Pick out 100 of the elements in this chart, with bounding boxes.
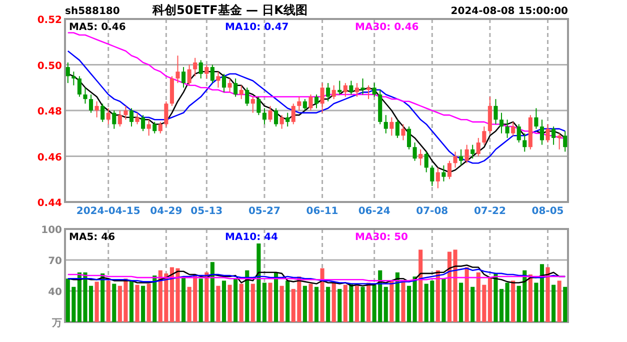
candlestick [164, 100, 168, 128]
candlestick [505, 119, 510, 138]
x-tick-label: 04-29 [150, 206, 182, 217]
candlestick [314, 94, 319, 109]
candlestick [401, 124, 406, 141]
candlestick [158, 121, 162, 134]
candlestick [210, 64, 214, 84]
candlestick [152, 121, 157, 134]
candlestick [198, 60, 203, 79]
candlestick [245, 87, 250, 106]
candlestick [372, 82, 376, 98]
candlestick [176, 55, 180, 84]
candlestick [106, 108, 110, 125]
line-series [67, 274, 566, 282]
candlestick [88, 94, 94, 114]
candlestick [418, 148, 423, 166]
candlestick [406, 126, 412, 150]
candlestick [66, 62, 70, 84]
y-tick-label: 100 [41, 225, 62, 236]
candlestick [216, 71, 220, 88]
candlestick [124, 105, 128, 120]
candlestick [228, 78, 232, 93]
text: 2024-08-08 15:00:00 [450, 6, 568, 17]
candlestick [94, 100, 99, 118]
text: MA30: 0.46 [355, 22, 419, 33]
candlestick [540, 119, 544, 146]
candlestick [118, 110, 122, 128]
candlestick [390, 116, 394, 136]
candlestick [534, 108, 538, 130]
text: MA5: 0.46 [69, 22, 126, 33]
candlestick [412, 142, 417, 162]
candlestick [436, 167, 440, 189]
y-tick-label: 40 [48, 287, 62, 298]
candlestick [459, 148, 464, 166]
candlestick [262, 108, 266, 125]
x-tick-label: 07-08 [416, 206, 448, 217]
text: sh588180 [65, 6, 120, 17]
candlestick [516, 124, 521, 144]
candlestick [453, 151, 458, 168]
y-tick-label: 70 [48, 256, 62, 267]
candlestick [193, 57, 198, 77]
candlestick [280, 114, 284, 130]
candlestick [332, 84, 336, 100]
y-tick-label: 0.50 [37, 60, 62, 72]
candlestick [100, 103, 105, 122]
candlestick [557, 132, 562, 150]
candlestick [442, 164, 446, 182]
y-tick-label: 0.46 [37, 152, 62, 164]
candlestick [204, 64, 209, 79]
candlestick [72, 71, 76, 86]
candlestick [286, 112, 290, 128]
candlestick [239, 84, 244, 100]
candlestick [129, 108, 134, 128]
candlestick [135, 112, 140, 125]
candlestick [297, 96, 302, 111]
candlestick [187, 64, 192, 86]
text: MA10: 0.47 [225, 22, 289, 33]
candlestick [77, 76, 82, 98]
x-tick-label: 2024-04-15 [76, 206, 140, 217]
candlestick [366, 84, 371, 100]
y-tick-label: 0.44 [37, 198, 62, 209]
candlestick [476, 137, 480, 157]
candlestick [268, 105, 272, 122]
candlestick [546, 124, 550, 144]
candlestick [250, 96, 255, 114]
candlestick [395, 119, 400, 138]
x-tick-label: 05-27 [248, 206, 280, 217]
candlestick [354, 82, 359, 98]
y-tick-label: 万 [51, 318, 62, 329]
candlestick [256, 96, 261, 116]
x-tick-label: 06-24 [358, 206, 390, 217]
text: MA30: 50 [355, 232, 408, 243]
candlestick [470, 144, 475, 160]
candlestick [499, 112, 504, 134]
x-tick-label: 07-22 [474, 206, 506, 217]
candlestick [430, 164, 434, 186]
x-tick-label: 05-13 [190, 206, 223, 217]
candlestick [552, 126, 556, 146]
candlestick [222, 73, 226, 93]
candlestick [563, 130, 568, 152]
candlestick [274, 108, 278, 128]
candlestick [234, 78, 238, 98]
candlestick [320, 82, 324, 114]
candlestick [83, 87, 88, 104]
candlestick [326, 82, 330, 102]
candlestick [447, 160, 452, 180]
x-tick-label: 08-05 [532, 206, 564, 217]
candlestick [343, 82, 348, 98]
candlestick [494, 98, 498, 125]
candlestick [384, 114, 388, 134]
candlestick [464, 144, 469, 164]
candlestick [511, 121, 516, 136]
candlestick [182, 66, 186, 88]
candlestick [349, 80, 354, 95]
chart-title: 科创50ETF基金 — 日K线图 [152, 3, 308, 17]
candlestick [141, 114, 146, 132]
candlestick [146, 119, 151, 136]
candlestick [302, 98, 307, 111]
candlestick [308, 94, 313, 111]
candlestick [522, 132, 527, 152]
